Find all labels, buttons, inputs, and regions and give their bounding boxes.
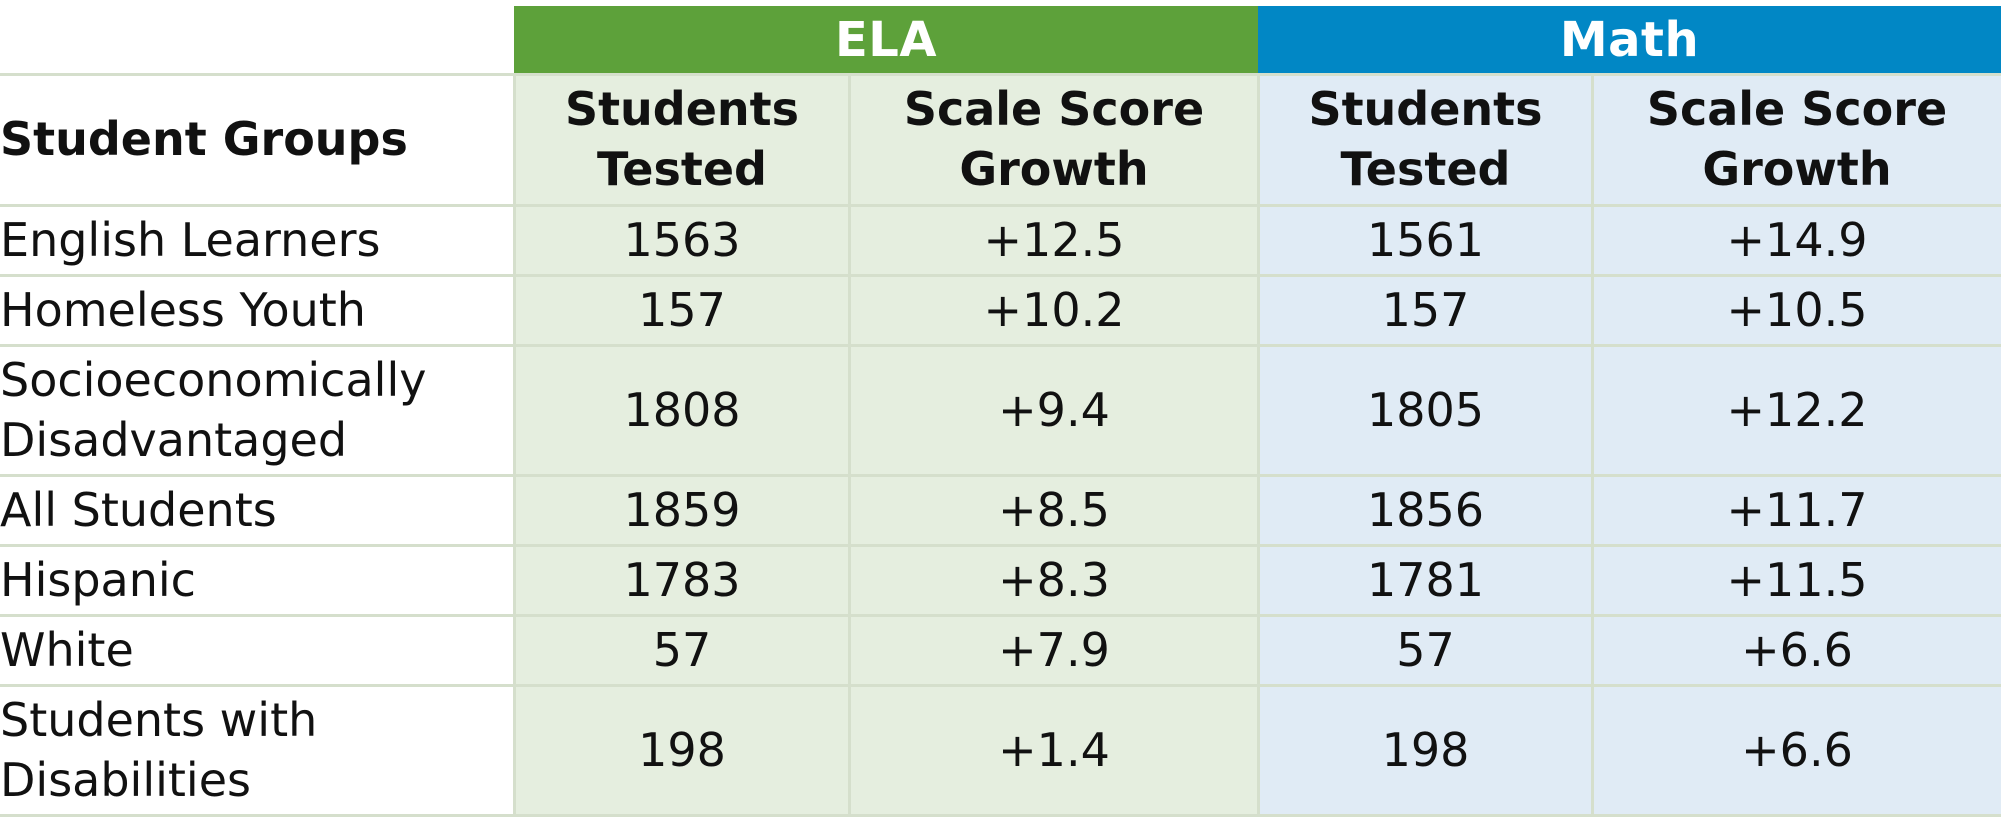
ela-students-tested-cell: 1859 [623,483,741,537]
grid-hline [0,73,2001,76]
math-scale-score-growth-cell: +11.5 [1726,553,1868,607]
ela-students-tested-cell: 1783 [623,553,741,607]
ela-scale-score-growth-header: Scale Score Growth [903,82,1205,196]
ela-students-tested-cell: 1563 [623,213,741,267]
grid-hline [0,344,2001,347]
ela-scale-score-growth-cell: +7.9 [998,623,1110,677]
math-students-tested-cell: 157 [1381,283,1470,337]
grid-hline [0,544,2001,547]
ela-students-tested-cell: 1808 [623,383,741,437]
grid-vline [513,73,516,815]
math-scale-score-growth-cell: +6.6 [1741,623,1853,677]
ela-scale-score-growth-cell: +8.5 [998,483,1110,537]
grid-hline [0,274,2001,277]
grid-vline [1257,73,1260,815]
math-scale-score-growth-cell: +6.6 [1741,723,1853,777]
ela-scale-score-growth-cell: +9.4 [998,383,1110,437]
row-label: Hispanic [0,553,196,607]
row-label: English Learners [0,213,381,267]
grid-vline [848,73,851,815]
grid-hline [0,684,2001,687]
math-column-fill [1258,73,2001,815]
math-scale-score-growth-cell: +12.2 [1726,383,1868,437]
math-scale-score-growth-header: Scale Score Growth [1646,82,1948,196]
ela-scale-score-growth-cell: +8.3 [998,553,1110,607]
ela-students-tested-cell: 198 [638,723,726,777]
math-group-header: Math [1258,6,2001,73]
math-scale-score-growth-cell: +10.5 [1726,283,1868,337]
row-label: All Students [0,483,277,537]
math-scale-score-growth-cell: +14.9 [1726,213,1868,267]
grid-vline [1591,73,1594,815]
math-students-tested-cell: 57 [1396,623,1455,677]
math-scale-score-growth-cell: +11.7 [1726,483,1868,537]
row-label: Socioeconomically Disadvantaged [0,353,427,467]
row-label: Homeless Youth [0,283,366,337]
ela-students-tested-cell: 57 [652,623,712,677]
row-label: Students with Disabilities [0,693,318,807]
math-students-tested-cell: 1856 [1366,483,1485,537]
ela-group-header: ELA [514,6,1258,73]
grid-hline [0,614,2001,617]
ela-scale-score-growth-cell: +12.5 [983,213,1125,267]
grid-hline [0,814,2001,817]
math-students-tested-cell: 1561 [1366,213,1485,267]
math-students-tested-cell: 1805 [1366,383,1485,437]
math-students-tested-header: Students Tested [1308,82,1543,196]
math-students-tested-cell: 198 [1381,723,1470,777]
math-students-tested-cell: 1781 [1366,553,1485,607]
student-groups-header: Student Groups [0,112,408,166]
ela-students-tested-cell: 157 [638,283,726,337]
ela-students-tested-header: Students Tested [564,82,800,196]
grid-hline [0,204,2001,207]
ela-scale-score-growth-cell: +10.2 [983,283,1125,337]
ela-scale-score-growth-cell: +1.4 [998,723,1110,777]
ela-column-fill [514,73,1258,815]
row-label: White [0,623,134,677]
grid-hline [0,474,2001,477]
